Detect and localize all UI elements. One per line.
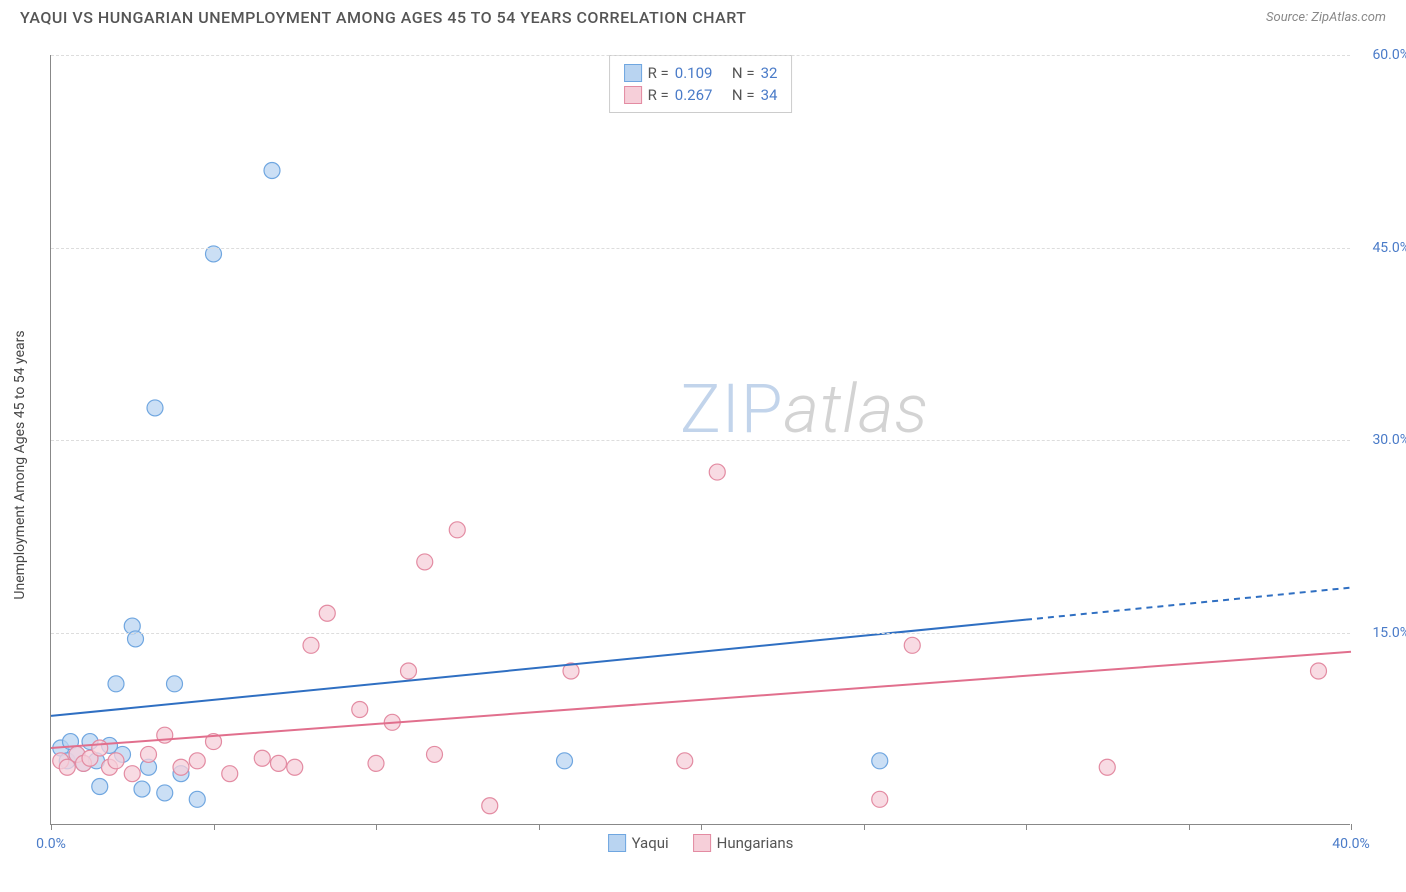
bottom-legend: Yaqui Hungarians — [608, 834, 794, 852]
source-label: Source: ZipAtlas.com — [1266, 10, 1386, 25]
data-point — [368, 755, 384, 771]
legend-swatch-hungarians — [693, 834, 711, 852]
data-point — [147, 400, 163, 416]
legend-label-hungarians: Hungarians — [717, 834, 794, 852]
legend-item-hungarians: Hungarians — [693, 834, 794, 852]
data-point — [134, 781, 150, 797]
data-point — [173, 759, 189, 775]
regression-line-dashed — [1026, 588, 1351, 620]
x-tick-label: 0.0% — [36, 836, 66, 852]
data-point — [189, 753, 205, 769]
data-point — [124, 766, 140, 782]
chart-container: Unemployment Among Ages 45 to 54 years Z… — [50, 55, 1390, 875]
data-point — [872, 791, 888, 807]
x-tick — [701, 824, 702, 830]
x-tick — [214, 824, 215, 830]
x-tick — [539, 824, 540, 830]
data-point — [709, 464, 725, 480]
x-tick — [1026, 824, 1027, 830]
x-tick — [1189, 824, 1190, 830]
y-tick-label: 45.0% — [1355, 240, 1406, 256]
title-bar: YAQUI VS HUNGARIAN UNEMPLOYMENT AMONG AG… — [0, 0, 1406, 31]
y-tick-label: 60.0% — [1355, 47, 1406, 63]
grid-line — [51, 55, 1350, 56]
y-axis-label: Unemployment Among Ages 45 to 54 years — [12, 330, 28, 599]
data-point — [872, 753, 888, 769]
legend-label-yaqui: Yaqui — [632, 834, 669, 852]
legend-item-yaqui: Yaqui — [608, 834, 669, 852]
data-point — [141, 746, 157, 762]
data-point — [254, 750, 270, 766]
regression-line — [51, 652, 1351, 748]
data-point — [677, 753, 693, 769]
data-point — [1311, 663, 1327, 679]
data-point — [482, 798, 498, 814]
data-point — [92, 740, 108, 756]
x-tick — [51, 824, 52, 830]
x-tick — [864, 824, 865, 830]
data-point — [157, 785, 173, 801]
data-point — [449, 522, 465, 538]
data-point — [417, 554, 433, 570]
x-tick — [376, 824, 377, 830]
data-point — [303, 637, 319, 653]
data-point — [92, 779, 108, 795]
data-point — [557, 753, 573, 769]
data-point — [222, 766, 238, 782]
grid-line — [51, 248, 1350, 249]
data-point — [1099, 759, 1115, 775]
data-point — [264, 163, 280, 179]
data-point — [287, 759, 303, 775]
chart-title: YAQUI VS HUNGARIAN UNEMPLOYMENT AMONG AG… — [20, 8, 747, 27]
data-point — [108, 753, 124, 769]
data-point — [108, 676, 124, 692]
data-point — [189, 791, 205, 807]
plot-area: ZIPatlas R = 0.109 N = 32 R = 0.267 N = … — [50, 55, 1350, 825]
x-tick — [1351, 824, 1352, 830]
data-point — [167, 676, 183, 692]
data-point — [427, 746, 443, 762]
data-point — [352, 702, 368, 718]
x-tick-label: 40.0% — [1332, 836, 1370, 852]
data-point — [319, 605, 335, 621]
data-point — [904, 637, 920, 653]
y-tick-label: 30.0% — [1355, 432, 1406, 448]
y-tick-label: 15.0% — [1355, 625, 1406, 641]
data-point — [271, 755, 287, 771]
regression-line — [51, 620, 1026, 716]
grid-line — [51, 440, 1350, 441]
data-point — [401, 663, 417, 679]
grid-line — [51, 633, 1350, 634]
legend-swatch-yaqui — [608, 834, 626, 852]
